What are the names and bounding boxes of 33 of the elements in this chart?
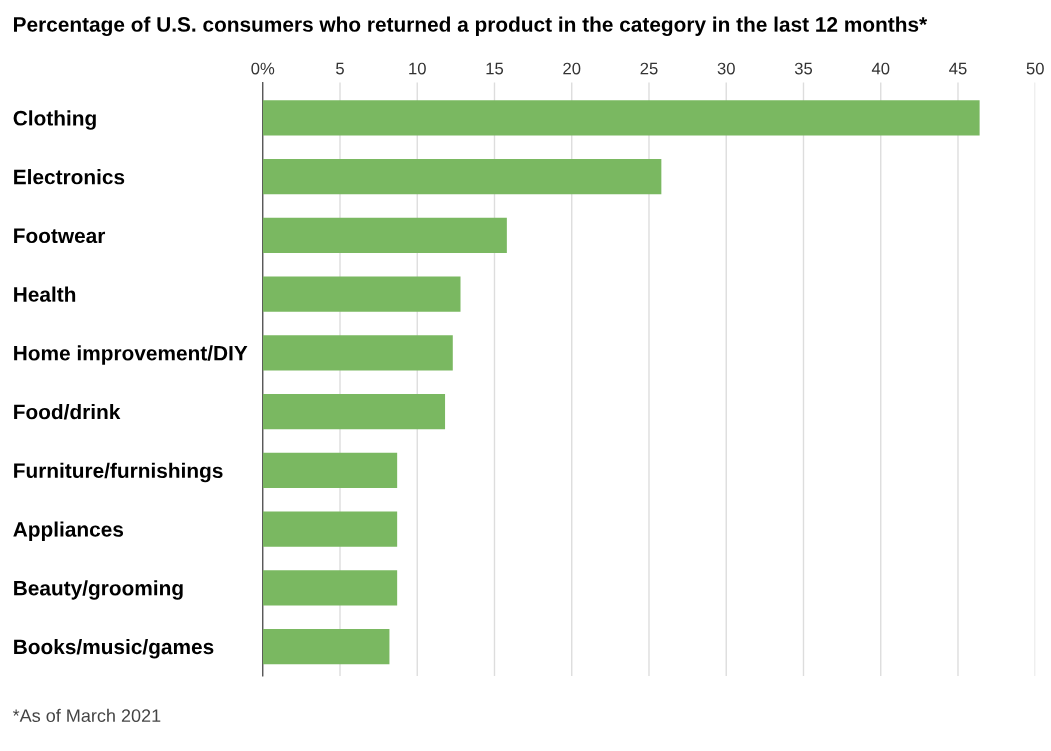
y-tick-label: Footwear	[14, 228, 106, 244]
bar	[262, 217, 507, 253]
bar	[262, 158, 662, 195]
text: *As of March 2021	[12, 708, 161, 723]
x-tick-label: 15	[486, 62, 504, 75]
bar	[262, 452, 398, 488]
bar	[262, 100, 980, 136]
x-tick-label: 35	[794, 62, 813, 75]
x-tick-label: 45	[949, 62, 967, 75]
bar	[262, 570, 398, 606]
y-tick-label: Food/drink	[14, 404, 121, 420]
x-tick-label: 20	[563, 62, 581, 75]
x-tick-label: 50	[1026, 62, 1044, 75]
bar	[262, 511, 398, 547]
y-tick-label: Appliances	[13, 521, 124, 541]
bar	[262, 276, 461, 312]
bar	[262, 628, 390, 665]
x-tick-label: 5	[336, 62, 344, 75]
y-tick-label: Electronics	[14, 169, 125, 185]
y-tick-label: Clothing	[13, 110, 96, 130]
x-tick-label: 40	[871, 62, 890, 75]
x-tick-label: 25	[640, 62, 658, 75]
bar	[262, 335, 453, 371]
x-tick-label: 30	[717, 62, 735, 75]
y-tick-label: Health	[14, 286, 76, 302]
chart-title: Percentage of U.S. consumers who returned a product in the category in the last 12 months*	[14, 16, 928, 37]
x-tick-label: 10	[409, 62, 426, 75]
y-tick-label: Home improvement/DIY	[14, 345, 248, 365]
y-tick-label: Beauty/grooming	[14, 580, 183, 600]
y-tick-label: Furniture/furnishings	[14, 462, 223, 483]
y-tick-label: Books/music/games	[14, 638, 214, 659]
x-tick-label: 0%	[251, 62, 275, 75]
bar	[262, 393, 446, 430]
